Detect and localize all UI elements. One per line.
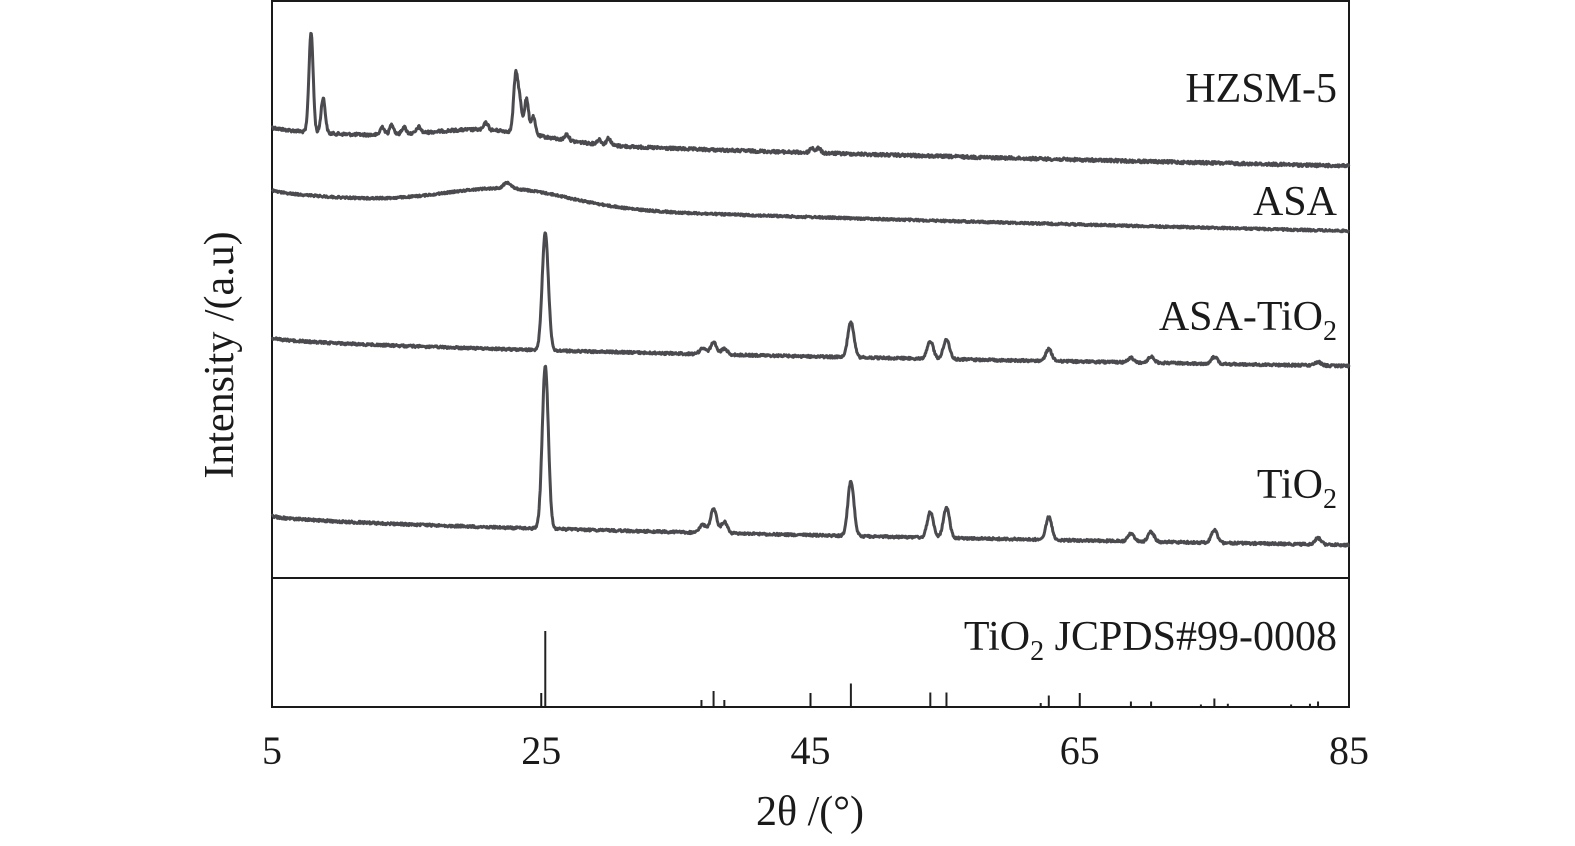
series-line-2 xyxy=(270,231,1351,369)
series-label-3: TiO2 xyxy=(1257,462,1337,515)
series-line-3 xyxy=(270,364,1350,548)
series-line-0 xyxy=(270,31,1351,169)
series-line-1 xyxy=(270,180,1351,234)
series-label-0: HZSM-5 xyxy=(1185,66,1337,112)
x-axis-ticks: 5 25 45 65 85 xyxy=(262,693,1369,773)
series-label-2: ASA-TiO2 xyxy=(1159,294,1337,347)
x-tick-label-3: 65 xyxy=(1060,728,1100,773)
series-label-1: ASA xyxy=(1253,179,1338,225)
reference-lines xyxy=(544,631,1320,706)
x-tick-label-0: 5 xyxy=(262,728,282,773)
x-tick-label-4: 85 xyxy=(1329,728,1369,773)
reference-label: TiO2 JCPDS#99-0008 xyxy=(964,614,1337,667)
y-axis-title: Intensity /(a.u) xyxy=(197,231,243,478)
reference-label-text: TiO2 JCPDS#99-0008 xyxy=(964,614,1337,667)
series-traces xyxy=(270,31,1351,548)
x-tick-label-2: 45 xyxy=(791,728,831,773)
x-tick-label-1: 25 xyxy=(521,728,561,773)
series-labels: HZSM-5 ASA ASA-TiO2 TiO2 xyxy=(1159,66,1338,515)
x-axis-title: 2θ /(°) xyxy=(756,789,864,835)
